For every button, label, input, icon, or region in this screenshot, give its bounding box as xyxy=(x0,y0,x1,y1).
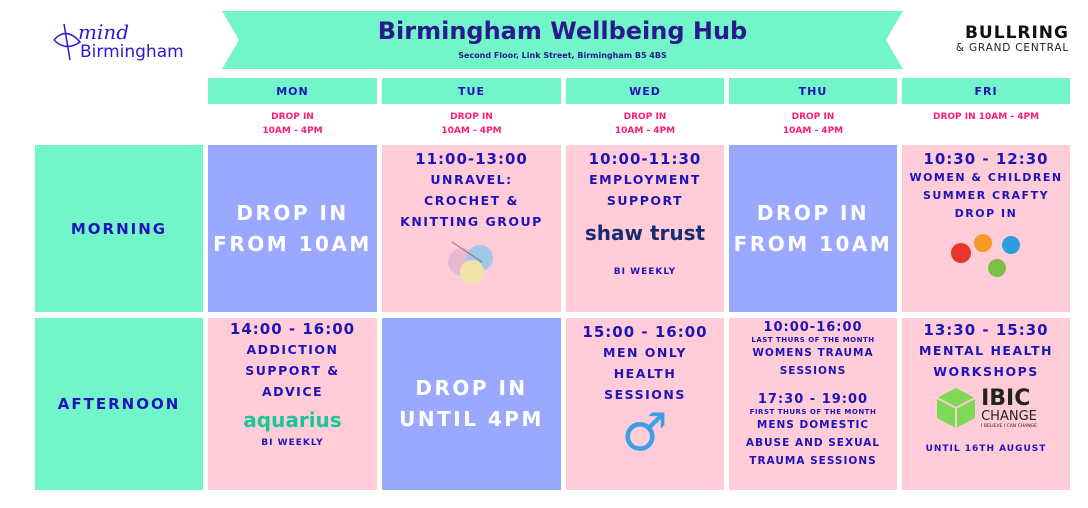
title-banner: Birmingham Wellbeing Hub Second Floor, L… xyxy=(222,11,903,69)
address: Second Floor, Link Street, Birmingham B5… xyxy=(458,51,667,60)
mon-afternoon-addiction: 14:00 - 16:00 ADDICTION SUPPORT & ADVICE a… xyxy=(208,318,377,490)
drop-in-hours-thu: DROP IN 10AM - 4PM xyxy=(782,112,844,136)
mon-morning-drop-in: DROP IN FROM 10AM xyxy=(208,145,377,312)
grand-central-text: & GRAND CENTRAL xyxy=(955,42,1069,54)
frequency-note: BI WEEKLY xyxy=(261,438,324,448)
end-date-note: UNTIL 16TH AUGUST xyxy=(925,444,1047,454)
page-title: Birmingham Wellbeing Hub xyxy=(377,17,748,45)
day-header-mon: MON xyxy=(208,78,377,104)
mind-swirl-icon xyxy=(53,23,82,61)
row-label-morning: MORNING xyxy=(35,145,203,312)
aquarius-logo: aquarius xyxy=(243,408,342,432)
drop-in-hours-mon: DROP IN 10AM - 4PM xyxy=(262,112,323,136)
yarn-balls-icon xyxy=(447,241,493,284)
day-header-thu: THU xyxy=(729,78,897,104)
logo-text: Birmingham xyxy=(80,42,184,62)
tue-morning-crochet: 11:00-13:00 UNRAVEL: CROCHET & KNITTING GR… xyxy=(382,145,561,312)
thu-morning-drop-in: DROP IN FROM 10AM xyxy=(729,145,897,312)
shaw-trust-logo: shaw trust xyxy=(584,221,706,245)
wed-morning-employment: 10:00-11:30 EMPLOYMENT SUPPORT shaw trust… xyxy=(566,145,724,312)
day-header-wed: WED xyxy=(566,78,724,104)
frequency-note: BI WEEKLY xyxy=(613,267,677,277)
wed-afternoon-men-health: 15:00 - 16:00 MEN ONLY HEALTH SESSIONS ♂ xyxy=(566,318,724,490)
drop-in-hours-wed: DROP IN 10AM - 4PM xyxy=(614,112,676,136)
male-symbol-icon: ♂ xyxy=(621,403,669,463)
fri-afternoon-mental-health: 13:30 - 15:30 MENTAL HEALTH WORKSHOPS IBI… xyxy=(902,318,1070,490)
tue-afternoon-drop-in: DROP IN UNTIL 4PM xyxy=(382,318,561,490)
mind-birmingham-logo: mind Birmingham xyxy=(50,22,184,62)
ibic-change-logo: IBIC CHANGE I BELIEVE I CAN CHANGE xyxy=(935,386,1037,430)
drop-in-hours-tue: DROP IN 10AM - 4PM xyxy=(441,112,502,136)
session-time: 11:00-13:00 xyxy=(415,150,528,168)
drop-in-hours-fri: DROP IN 10AM - 4PM xyxy=(932,112,1040,122)
logo-mark: mind xyxy=(78,20,130,44)
bullring-text: BULLRING xyxy=(964,23,1069,43)
cube-icon xyxy=(936,388,976,428)
fri-morning-crafty: 10:30 - 12:30 WOMEN & CHILDREN SUMMER CRA… xyxy=(902,145,1070,312)
painted-hands-icon xyxy=(951,234,1020,277)
day-header-tue: TUE xyxy=(382,78,561,104)
row-label-afternoon: AFTERNOON xyxy=(35,318,203,490)
bullring-logo: BULLRING & GRAND CENTRAL xyxy=(955,24,1069,54)
thu-afternoon-trauma: 10:00-16:00 LAST THURS OF THE MONTH WOME… xyxy=(729,318,897,490)
day-header-fri: FRI xyxy=(902,78,1070,104)
